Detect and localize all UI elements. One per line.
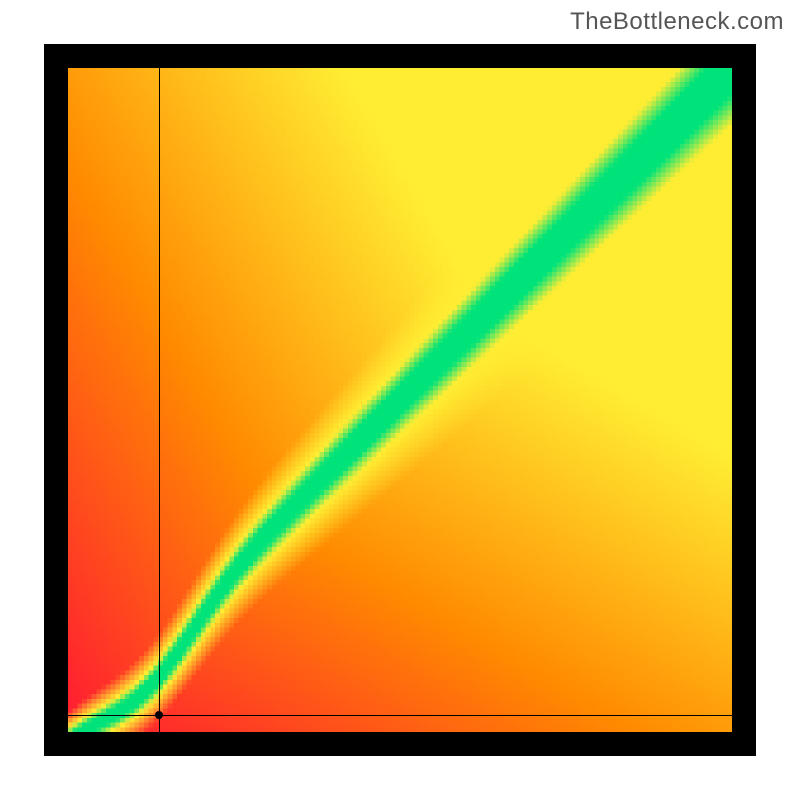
watermark-text: TheBottleneck.com	[570, 8, 784, 36]
heatmap-frame	[44, 44, 756, 756]
crosshair-horizontal	[68, 715, 732, 716]
crosshair-vertical	[159, 68, 160, 732]
root-container: TheBottleneck.com	[0, 0, 800, 800]
crosshair-marker-dot	[155, 711, 163, 719]
bottleneck-heatmap	[68, 68, 732, 732]
